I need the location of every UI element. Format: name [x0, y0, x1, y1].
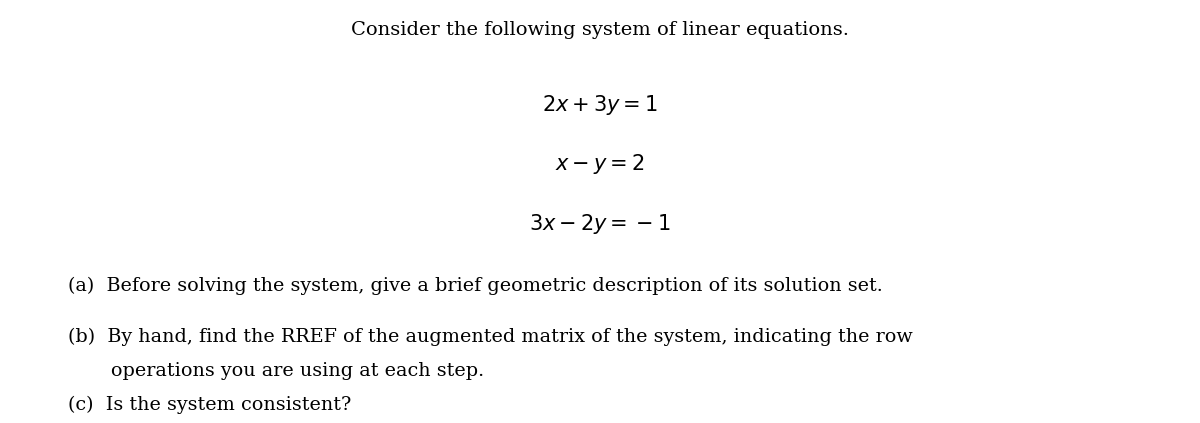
- Text: $x - y = 2$: $x - y = 2$: [556, 152, 644, 176]
- Text: (a)  Before solving the system, give a brief geometric description of its soluti: (a) Before solving the system, give a br…: [68, 277, 883, 295]
- Text: $3x - 2y = -1$: $3x - 2y = -1$: [529, 212, 671, 236]
- Text: (c)  Is the system consistent?: (c) Is the system consistent?: [68, 396, 352, 414]
- Text: Consider the following system of linear equations.: Consider the following system of linear …: [352, 21, 850, 39]
- Text: (b)  By hand, find the RREF of the augmented matrix of the system, indicating th: (b) By hand, find the RREF of the augmen…: [68, 328, 913, 346]
- Text: operations you are using at each step.: operations you are using at each step.: [68, 362, 485, 380]
- Text: $2x + 3y = 1$: $2x + 3y = 1$: [542, 93, 658, 117]
